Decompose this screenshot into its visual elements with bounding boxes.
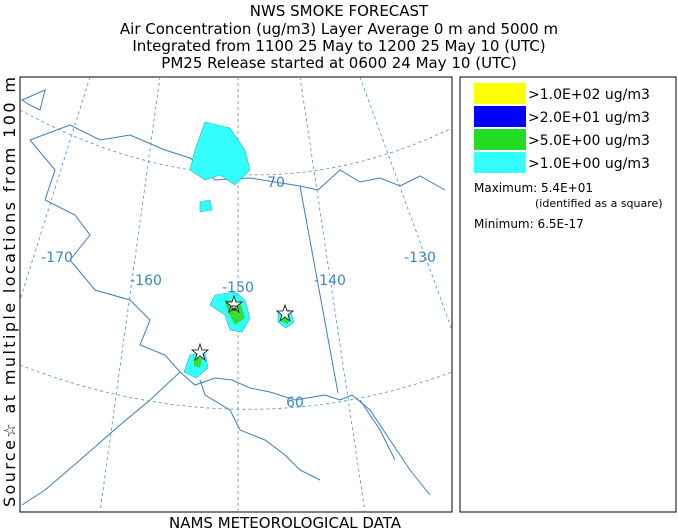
- legend-label: >1.0E+00 ug/m3: [528, 156, 650, 172]
- legend-swatch: [474, 129, 526, 150]
- legend-label: >2.0E+01 ug/m3: [528, 110, 650, 126]
- minimum: Minimum: 6.5E-17: [474, 217, 584, 231]
- latitude-label: 70: [267, 175, 285, 191]
- subtitle: Integrated from 1100 25 May to 1200 25 M…: [132, 37, 545, 55]
- legend-swatch: [474, 106, 526, 127]
- legend-swatch: [474, 83, 526, 104]
- smoke-plumes: [183, 121, 295, 379]
- legend-label: >5.0E+00 ug/m3: [528, 133, 650, 149]
- subtitle: PM25 Release started at 0600 24 May 10 (…: [161, 54, 516, 72]
- maximum-note: (identified as a square): [535, 197, 663, 210]
- longitude-label: -170: [41, 250, 73, 266]
- longitude-label: -140: [314, 273, 346, 289]
- latitude-label: 60: [286, 395, 304, 411]
- legend: >1.0E+02 ug/m3 >2.0E+01 ug/m3 >5.0E+00 ug/…: [474, 83, 650, 173]
- subtitle: Air Concentration (ug/m3) Layer Average …: [120, 20, 558, 38]
- source-label: Source☆ at multiple locations from 100 m: [0, 77, 19, 507]
- longitude-label: -130: [404, 250, 436, 266]
- maximum: Maximum: 5.4E+01: [474, 181, 593, 195]
- longitude-label: -150: [222, 280, 254, 296]
- footer: NAMS METEOROLOGICAL DATA: [169, 514, 402, 532]
- coastline: [20, 89, 446, 506]
- legend-swatch: [474, 152, 526, 173]
- legend-label: >1.0E+02 ug/m3: [528, 87, 650, 103]
- longitude-label: -160: [130, 273, 162, 289]
- title: NWS SMOKE FORECAST: [250, 2, 429, 20]
